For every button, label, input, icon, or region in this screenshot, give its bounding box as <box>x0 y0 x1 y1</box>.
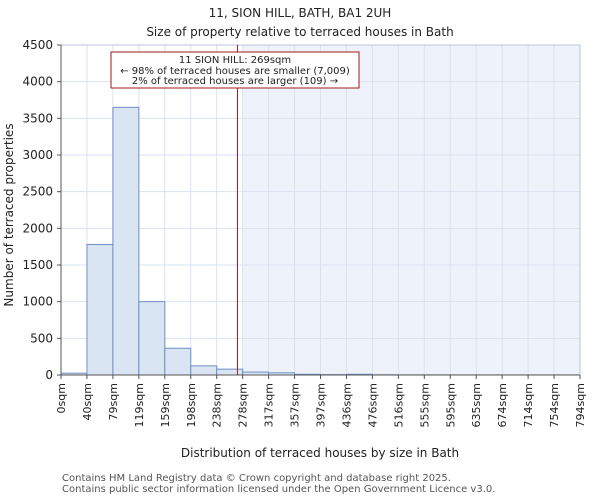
histogram-bar <box>190 365 218 376</box>
x-tick-label: 357sqm <box>289 383 302 427</box>
marker-annotation-smaller: ← 98% of terraced houses are smaller (7,… <box>120 66 350 77</box>
larger-region-shade <box>242 45 580 375</box>
x-tick-label: 635sqm <box>470 383 483 427</box>
histogram-bar <box>86 243 114 376</box>
y-tick-label: 3500 <box>22 111 53 125</box>
x-tick-label: 159sqm <box>159 383 172 427</box>
x-tick-label: 476sqm <box>366 383 379 427</box>
x-axis-label: Distribution of terraced houses by size … <box>181 446 459 460</box>
x-tick-label: 754sqm <box>548 383 561 427</box>
x-tick-label: 516sqm <box>392 383 405 427</box>
x-tick-label: 714sqm <box>522 383 535 427</box>
marker-annotation-box <box>110 51 360 89</box>
histogram-bar <box>112 106 140 376</box>
x-tick-label: 595sqm <box>444 383 457 427</box>
footer-line-1: Contains HM Land Registry data © Crown c… <box>62 473 451 484</box>
x-tick-label: 79sqm <box>107 383 120 420</box>
x-tick-label: 198sqm <box>185 383 198 427</box>
histogram-bar <box>216 368 244 376</box>
y-tick-label: 4000 <box>22 75 53 89</box>
histogram-bar <box>138 301 166 376</box>
x-tick-label: 397sqm <box>315 383 328 427</box>
marker-annotation-title: 11 SION HILL: 269sqm <box>179 55 291 66</box>
histogram-bar <box>164 347 192 376</box>
y-tick-label: 3000 <box>22 148 53 162</box>
y-tick-label: 4500 <box>22 38 53 52</box>
x-tick-label: 436sqm <box>340 383 353 427</box>
y-tick-label: 0 <box>45 368 53 382</box>
y-tick-label: 1500 <box>22 258 53 272</box>
x-tick-label: 119sqm <box>133 383 146 427</box>
y-tick-label: 2000 <box>22 221 53 235</box>
y-tick-label: 2500 <box>22 185 53 199</box>
x-tick-label: 238sqm <box>211 383 224 427</box>
y-tick-label: 1000 <box>22 295 53 309</box>
footer-line-2: Contains public sector information licen… <box>62 484 496 495</box>
y-tick-label: 500 <box>30 331 53 345</box>
marker-annotation-larger: 2% of terraced houses are larger (109) → <box>132 76 338 87</box>
x-tick-label: 555sqm <box>418 383 431 427</box>
x-tick-label: 278sqm <box>237 383 250 427</box>
x-tick-label: 317sqm <box>263 383 276 427</box>
x-tick-label: 40sqm <box>81 383 94 420</box>
chart-subtitle: Size of property relative to terraced ho… <box>146 25 454 39</box>
chart-title: 11, SION HILL, BATH, BA1 2UH <box>208 6 392 20</box>
x-tick-label: 674sqm <box>496 383 509 427</box>
x-tick-label: 0sqm <box>55 383 68 413</box>
x-tick-label: 794sqm <box>574 383 587 427</box>
y-axis-label: Number of terraced properties <box>2 123 16 306</box>
